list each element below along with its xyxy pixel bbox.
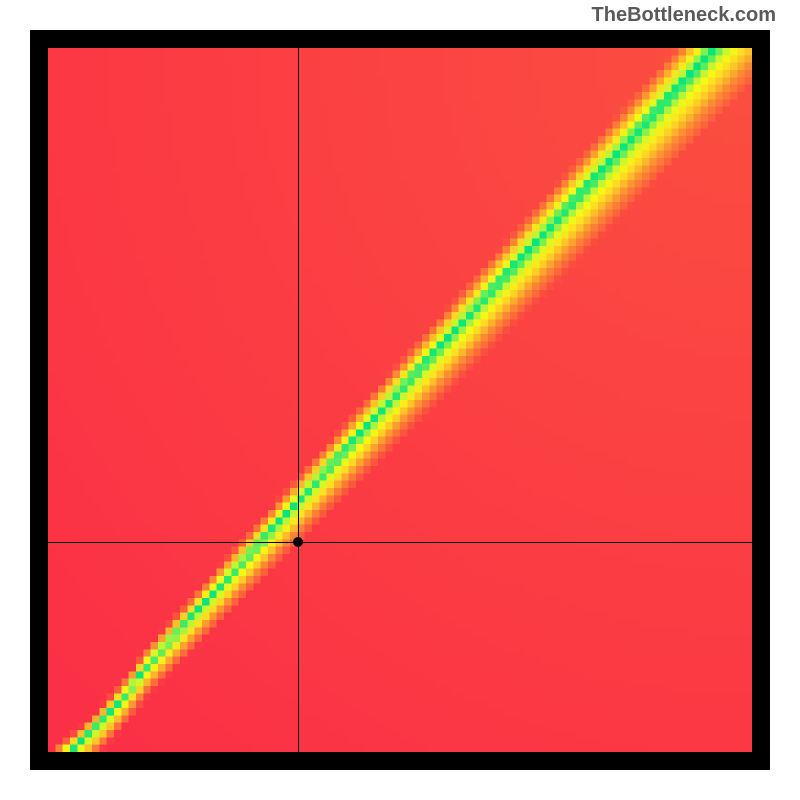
crosshair-vertical [298,48,299,752]
heatmap-plot [48,48,752,752]
watermark-text: TheBottleneck.com [592,4,776,27]
heatmap-canvas [48,48,752,752]
marker-point [293,537,303,547]
chart-border [30,30,770,770]
crosshair-horizontal [48,542,752,543]
